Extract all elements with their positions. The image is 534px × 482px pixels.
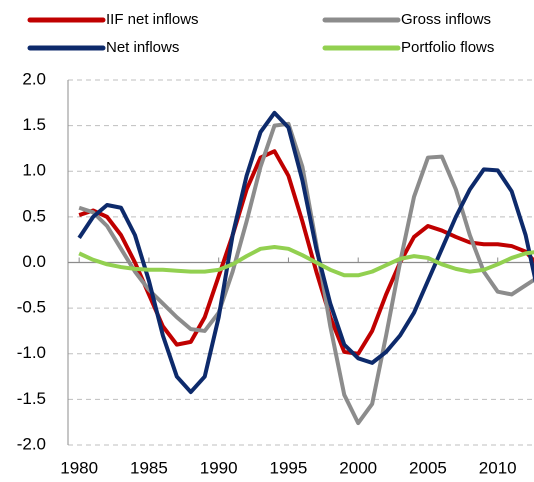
x-tick-label: 1990 bbox=[200, 458, 238, 477]
y-tick-label: 0.5 bbox=[22, 206, 46, 225]
plot-area bbox=[77, 110, 534, 426]
y-tick-label: 1.0 bbox=[22, 161, 46, 180]
legend-label: IIF net inflows bbox=[106, 11, 199, 28]
x-tick-label: 1995 bbox=[270, 458, 308, 477]
y-tick-label: -2.0 bbox=[17, 434, 46, 453]
legend-label: Gross inflows bbox=[401, 11, 491, 28]
series-line bbox=[78, 244, 534, 278]
y-tick-label: -1.5 bbox=[17, 389, 46, 408]
series-line bbox=[77, 110, 534, 395]
y-tick-label: -1.0 bbox=[17, 343, 46, 362]
x-tick-label: 2005 bbox=[409, 458, 447, 477]
y-tick-label: 1.5 bbox=[22, 115, 46, 134]
x-tick-label: 2010 bbox=[479, 458, 517, 477]
x-tick-label: 1985 bbox=[130, 458, 168, 477]
legend-label: Portfolio flows bbox=[401, 39, 494, 56]
y-tick-label: -0.5 bbox=[17, 298, 46, 317]
x-tick-label: 2000 bbox=[339, 458, 377, 477]
y-tick-label: 2.0 bbox=[22, 69, 46, 88]
x-tick-label: 1980 bbox=[60, 458, 98, 477]
legend-label: Net inflows bbox=[106, 39, 179, 56]
y-tick-label: 0.0 bbox=[22, 252, 46, 271]
